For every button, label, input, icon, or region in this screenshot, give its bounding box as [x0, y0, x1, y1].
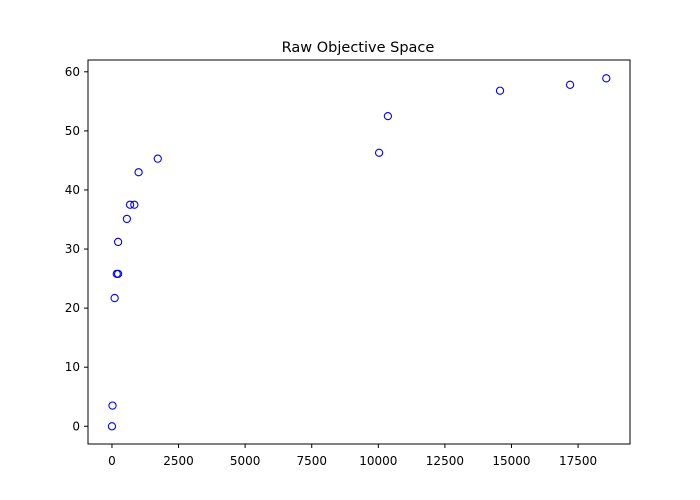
plot-frame	[87, 59, 631, 445]
scatter-point-4	[113, 269, 123, 279]
scatter-point-12	[383, 111, 393, 121]
scatter-point-0	[107, 422, 117, 431]
y-tick-label: 30	[65, 242, 80, 256]
x-tick-label: 5000	[230, 454, 261, 468]
scatter-point-11	[374, 148, 384, 157]
x-tick-label: 7500	[296, 454, 327, 468]
y-tick-label: 40	[65, 183, 80, 197]
scatter-point-6	[122, 214, 132, 224]
y-tick-label: 0	[72, 419, 80, 433]
scatter-point-1	[108, 401, 117, 410]
scatter-point-10	[153, 154, 162, 163]
scatter-point-13	[495, 86, 505, 95]
scatter-point-9	[134, 168, 143, 177]
x-tick-label: 15000	[492, 454, 530, 468]
y-tick-label: 60	[65, 65, 80, 79]
y-axis: 0 10 20 30 40 50 60	[65, 65, 88, 433]
scatter-point-7	[125, 200, 135, 209]
scatter-point-8	[130, 200, 139, 209]
x-tick-label: 10000	[359, 454, 397, 468]
y-tick-label: 20	[65, 301, 80, 315]
y-tick-label: 50	[65, 124, 80, 138]
scatter-point-14	[565, 80, 575, 89]
x-tick-label: 12500	[426, 454, 464, 468]
data-points	[107, 74, 611, 431]
x-tick-label: 17500	[559, 454, 597, 468]
x-tick-label: 0	[108, 454, 116, 468]
scatter-point-15	[602, 74, 611, 83]
scatter-point-2	[110, 293, 119, 303]
scatter-point-5	[113, 237, 123, 247]
y-tick-label: 10	[65, 360, 80, 374]
x-axis: 0 2500 5000 7500 10000 12500 15000 17500	[108, 444, 597, 468]
x-tick-label: 2500	[163, 454, 194, 468]
chart-title: Raw Objective Space	[282, 40, 435, 56]
